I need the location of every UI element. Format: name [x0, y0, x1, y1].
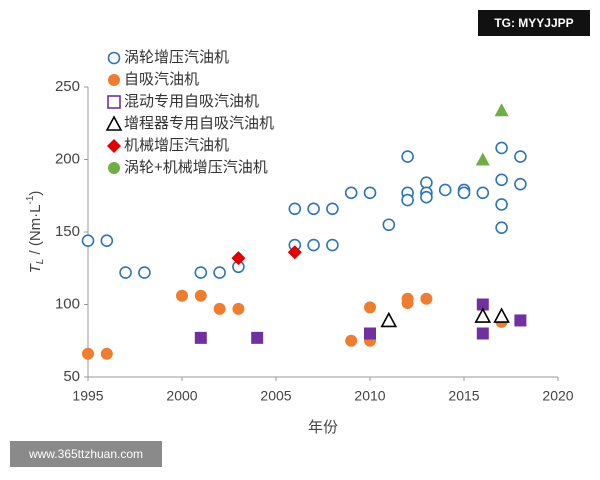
point [176, 289, 188, 302]
y-label-part: ) [27, 191, 44, 196]
point [476, 186, 490, 200]
watermark: TG: MYYJJPP [494, 16, 573, 30]
point [438, 183, 452, 197]
point [138, 266, 151, 279]
watermark-box [478, 10, 590, 36]
point [494, 103, 509, 117]
point [514, 314, 527, 327]
point [345, 334, 358, 347]
legend-label: 机械增压汽油机 [124, 137, 229, 154]
point [420, 190, 433, 204]
point [476, 298, 489, 311]
legend-label: 混动专用自吸汽油机 [124, 93, 259, 110]
y-tick-label: 200 [55, 150, 80, 167]
legend-marker [107, 139, 121, 153]
y-tick-label: 50 [63, 368, 80, 385]
x-tick-label: 1995 [72, 388, 103, 404]
point [213, 302, 226, 315]
point [307, 238, 320, 252]
point [514, 150, 527, 163]
point [474, 307, 492, 323]
y-label-part: / (Nm·L [27, 205, 44, 259]
y-axis-label: TL / (Nm·L-1) [25, 191, 46, 274]
point [194, 331, 207, 344]
point [326, 202, 339, 216]
point [495, 198, 508, 211]
x-tick-label: 2000 [166, 388, 197, 404]
legend-label: 自吸汽油机 [124, 71, 199, 88]
y-tick-label: 100 [55, 295, 80, 312]
y-label-part: T [27, 262, 44, 273]
point [232, 302, 245, 315]
point [382, 218, 396, 232]
x-axis-label: 年份 [308, 419, 338, 436]
point [363, 186, 377, 200]
legend-marker [108, 74, 120, 86]
point [100, 234, 114, 247]
point [287, 245, 302, 260]
legend-label: 增程器专用自吸汽油机 [124, 115, 274, 132]
point [288, 202, 302, 216]
point [380, 311, 398, 328]
point [364, 301, 376, 314]
legend-marker [105, 115, 123, 131]
point [344, 186, 358, 200]
y-label-part: L [35, 259, 46, 265]
point [364, 327, 376, 340]
point [307, 202, 320, 216]
legend-marker [107, 51, 121, 65]
point [476, 327, 489, 340]
point [495, 141, 508, 155]
x-tick-label: 2015 [448, 388, 479, 404]
x-tick-label: 2020 [542, 388, 573, 404]
y-label-part: -1 [25, 195, 36, 204]
legend-marker [107, 95, 121, 109]
x-tick-label: 2010 [354, 388, 385, 404]
x-tick-label: 2005 [260, 388, 291, 404]
point [81, 234, 95, 247]
point [213, 266, 226, 279]
point [194, 289, 207, 302]
point [326, 238, 339, 252]
point [251, 331, 264, 344]
legend-label: 涡轮+机械增压汽油机 [124, 159, 268, 176]
point [231, 251, 246, 266]
point [457, 186, 471, 200]
y-tick-label: 150 [55, 223, 80, 240]
point [514, 177, 527, 191]
watermark: www.365ttzhuan.com [28, 447, 143, 461]
watermark-box [10, 441, 162, 467]
point [495, 221, 508, 234]
point [495, 173, 508, 187]
legend-marker [108, 162, 120, 174]
point [401, 297, 414, 310]
point [82, 347, 94, 360]
point [493, 307, 510, 323]
point [420, 176, 433, 189]
point [401, 150, 414, 163]
point [420, 292, 433, 305]
y-tick-label: 250 [55, 78, 80, 95]
point [100, 347, 113, 360]
point [119, 266, 132, 279]
point [475, 152, 490, 166]
point [401, 193, 414, 207]
legend-label: 涡轮增压汽油机 [124, 49, 229, 66]
point [194, 266, 208, 279]
